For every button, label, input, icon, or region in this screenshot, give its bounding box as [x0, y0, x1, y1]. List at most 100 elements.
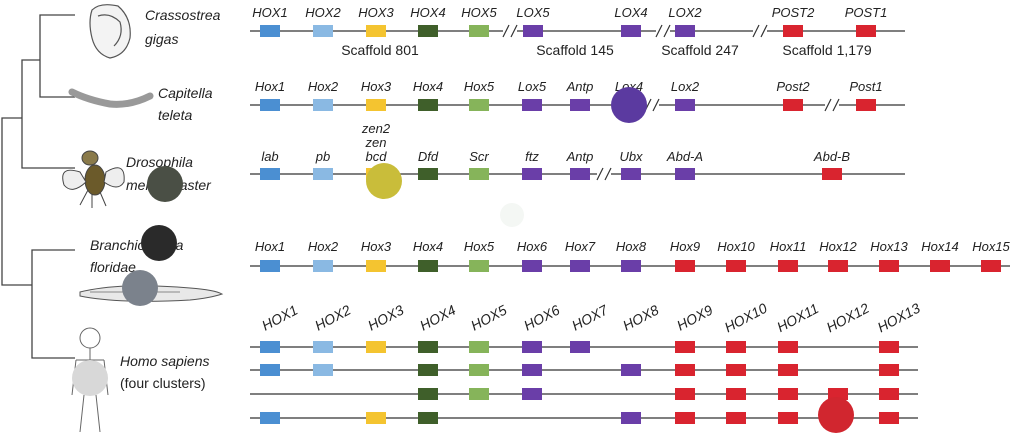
gene-label: Hox5	[464, 79, 495, 94]
gene-box	[522, 364, 542, 376]
worm-icon	[68, 88, 154, 108]
gene-label: HOX1	[252, 5, 287, 20]
gene-label: Hox10	[717, 239, 755, 254]
gene-label: Hox5	[464, 239, 495, 254]
tree-branch	[39, 14, 75, 60]
gene-box	[260, 99, 280, 111]
gene-label: Hox3	[361, 79, 392, 94]
gene-box	[822, 168, 842, 180]
gene-label: Hox4	[413, 79, 443, 94]
gene-label: HOX3	[365, 301, 406, 333]
gene-label: Hox2	[308, 79, 339, 94]
gene-label: HOX5	[468, 301, 509, 333]
chromosome-break	[655, 23, 671, 39]
gene-label: lab	[261, 149, 278, 164]
tree-branch	[31, 249, 75, 285]
gene-box	[469, 388, 489, 400]
gene-box	[366, 412, 386, 424]
tree-branch	[31, 285, 75, 359]
gene-box	[675, 412, 695, 424]
chromosome-break	[596, 166, 612, 182]
gene-box	[570, 168, 590, 180]
gene-label: Hox3	[361, 239, 392, 254]
gene-label: Abd-A	[666, 149, 703, 164]
gene-box	[981, 260, 1001, 272]
tree-branch	[21, 118, 40, 169]
species-name-line2: floridae	[90, 259, 136, 275]
gene-cluster-branchiostoma: Hox1 Hox2 Hox3 Hox4 Hox5 Hox6 Hox7 Hox8 Hox9 Hox1…	[250, 239, 1011, 272]
gene-label: Hox8	[616, 239, 647, 254]
gene-label: HOX1	[259, 302, 300, 334]
gene-box	[621, 25, 641, 37]
gene-box	[469, 168, 489, 180]
gene-label: HOX6	[521, 301, 562, 333]
tree-branch	[21, 59, 40, 118]
gene-label: HOX4	[417, 301, 458, 333]
gene-box	[418, 168, 438, 180]
species-name-line2: (four clusters)	[120, 375, 206, 391]
gene-box	[260, 341, 280, 353]
scaffold-label: Scaffold 247	[661, 42, 739, 58]
gene-box	[469, 99, 489, 111]
gene-box	[523, 25, 543, 37]
hox-cluster-row	[250, 388, 918, 400]
gene-box	[313, 25, 333, 37]
gene-box	[418, 260, 438, 272]
gene-box	[418, 388, 438, 400]
gene-box	[469, 25, 489, 37]
chromosome-break	[502, 23, 518, 39]
overlay-dot	[122, 270, 158, 306]
scaffold-label: Scaffold 801	[341, 42, 419, 58]
gene-label: Hox1	[255, 239, 285, 254]
gene-label: HOX12	[824, 300, 872, 336]
gene-box	[726, 388, 746, 400]
gene-box	[313, 364, 333, 376]
gene-box	[879, 412, 899, 424]
gene-box	[570, 260, 590, 272]
gene-box	[260, 260, 280, 272]
gene-label: Ubx	[619, 149, 643, 164]
gene-box	[522, 388, 542, 400]
gene-label: Hox4	[413, 239, 443, 254]
gene-label: Lox2	[671, 79, 700, 94]
gene-label: Hox12	[819, 239, 857, 254]
gene-box	[418, 99, 438, 111]
gene-box	[930, 260, 950, 272]
gene-label: HOX3	[358, 5, 394, 20]
gene-box	[621, 260, 641, 272]
chromosome-break	[752, 23, 768, 39]
species-name-line2: gigas	[145, 31, 178, 47]
gene-label: Abd-B	[813, 149, 850, 164]
gene-box	[675, 260, 695, 272]
gene-box	[778, 341, 798, 353]
overlay-dots	[72, 87, 854, 433]
species-name: Capitella teleta	[158, 85, 213, 123]
gene-box	[675, 99, 695, 111]
phylogenetic-tree	[1, 14, 75, 359]
chromosome-break	[824, 97, 840, 113]
species-name: Crassostrea gigas	[145, 7, 221, 47]
gene-box	[418, 364, 438, 376]
overlay-dot	[141, 225, 177, 261]
gene-box	[313, 99, 333, 111]
gene-box	[783, 25, 803, 37]
gene-box	[469, 364, 489, 376]
gene-box	[726, 260, 746, 272]
gene-box	[778, 364, 798, 376]
species-name-line1: Homo sapiens	[120, 353, 210, 369]
gene-box	[778, 412, 798, 424]
gene-box	[366, 25, 386, 37]
gene-box	[856, 25, 876, 37]
gene-label: HOX2	[305, 5, 341, 20]
gene-label: HOX5	[461, 5, 497, 20]
gene-cluster-capitella: Hox1 Hox2 Hox3 Hox4 Hox5 Lox5 Antp Lox4 Lox2 Post…	[250, 79, 905, 113]
gene-box	[828, 260, 848, 272]
overlay-dot	[72, 360, 108, 396]
gene-label: HOX7	[569, 301, 611, 334]
overlay-dot	[500, 203, 524, 227]
gene-label: Scr	[469, 149, 489, 164]
gene-box	[778, 388, 798, 400]
species-name-line1: Capitella	[158, 85, 213, 101]
gene-box	[313, 341, 333, 353]
